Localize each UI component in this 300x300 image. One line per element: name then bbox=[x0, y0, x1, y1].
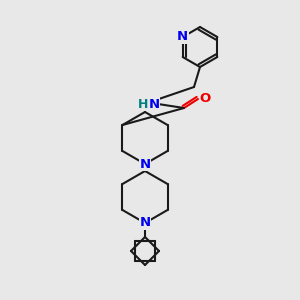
Text: N: N bbox=[140, 217, 151, 230]
Text: N: N bbox=[177, 30, 188, 43]
Text: N: N bbox=[140, 158, 151, 170]
Text: N: N bbox=[148, 98, 160, 110]
Text: O: O bbox=[200, 92, 211, 104]
Text: H: H bbox=[138, 98, 148, 110]
